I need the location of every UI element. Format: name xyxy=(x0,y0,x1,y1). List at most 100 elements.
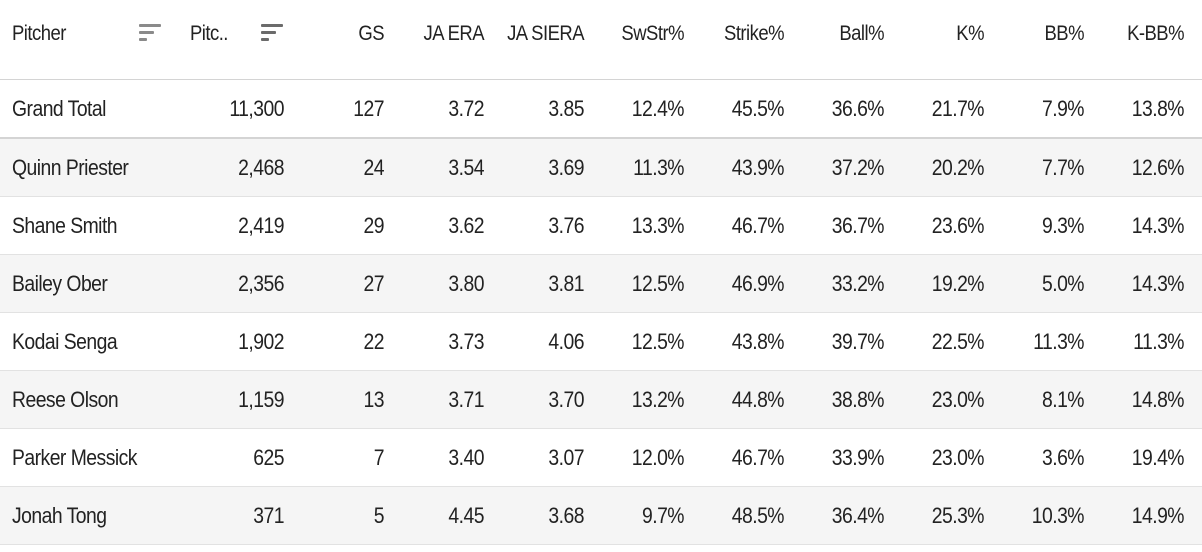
table-row[interactable]: Quinn Priester 2,468 24 3.54 3.69 11.3% … xyxy=(0,139,1202,197)
cell-ja-era: 3.72 xyxy=(448,95,484,121)
cell-ja-siera: 4.06 xyxy=(548,328,584,354)
cell-bb: 5.0% xyxy=(1041,270,1085,296)
cell-ball: 39.7% xyxy=(831,328,885,354)
header-pitcher[interactable]: Pitcher xyxy=(12,22,66,45)
cell-gs: 127 xyxy=(353,95,384,121)
cell-strike: 46.9% xyxy=(731,270,785,296)
cell-bb: 10.3% xyxy=(1031,502,1085,528)
cell-ja-siera: 3.85 xyxy=(548,95,584,121)
table-header-row: Pitcher Pitc.. GS JA ERA JA SIERA SwStr%… xyxy=(0,0,1202,80)
cell-swstr: 12.5% xyxy=(631,270,685,296)
cell-ball: 37.2% xyxy=(831,154,885,180)
cell-gs: 22 xyxy=(363,328,385,354)
cell-ja-era: 3.71 xyxy=(448,386,484,412)
cell-bb: 3.6% xyxy=(1041,444,1085,470)
cell-bb: 11.3% xyxy=(1033,328,1084,354)
cell-k: 22.5% xyxy=(931,328,985,354)
cell-swstr: 9.7% xyxy=(641,502,685,528)
cell-pitches: 2,419 xyxy=(238,212,284,238)
cell-ball: 33.2% xyxy=(831,270,885,296)
cell-k-bb: 14.9% xyxy=(1131,502,1185,528)
sort-descending-icon[interactable] xyxy=(261,24,283,42)
header-k[interactable]: K% xyxy=(956,22,984,45)
cell-pitcher: Jonah Tong xyxy=(12,502,107,528)
table-row[interactable]: Bailey Ober 2,356 27 3.80 3.81 12.5% 46.… xyxy=(0,255,1202,313)
cell-bb: 9.3% xyxy=(1041,212,1085,238)
table-row-grand-total[interactable]: Grand Total 11,300 127 3.72 3.85 12.4% 4… xyxy=(0,80,1202,139)
cell-pitches: 11,300 xyxy=(229,95,284,121)
cell-swstr: 12.5% xyxy=(631,328,685,354)
cell-k: 19.2% xyxy=(931,270,985,296)
cell-swstr: 13.2% xyxy=(631,386,685,412)
header-ja-siera[interactable]: JA SIERA xyxy=(507,22,584,45)
cell-ja-siera: 3.69 xyxy=(548,154,584,180)
sort-icon[interactable] xyxy=(139,24,161,42)
cell-swstr: 13.3% xyxy=(631,212,685,238)
cell-ball: 33.9% xyxy=(831,444,885,470)
cell-k-bb: 14.3% xyxy=(1131,212,1185,238)
cell-strike: 48.5% xyxy=(731,502,785,528)
cell-k: 25.3% xyxy=(931,502,985,528)
cell-ja-siera: 3.68 xyxy=(548,502,584,528)
cell-k-bb: 12.6% xyxy=(1131,154,1185,180)
cell-ball: 38.8% xyxy=(831,386,885,412)
cell-ja-era: 3.54 xyxy=(448,154,484,180)
header-ball[interactable]: Ball% xyxy=(839,22,884,45)
cell-pitcher: Kodai Senga xyxy=(12,328,118,354)
header-bb[interactable]: BB% xyxy=(1044,22,1084,45)
cell-gs: 5 xyxy=(373,502,385,528)
cell-ja-era: 3.80 xyxy=(448,270,484,296)
cell-gs: 7 xyxy=(373,444,385,470)
cell-pitcher: Bailey Ober xyxy=(12,270,108,296)
cell-gs: 29 xyxy=(363,212,385,238)
cell-strike: 46.7% xyxy=(731,444,785,470)
cell-strike: 44.8% xyxy=(731,386,785,412)
table-row[interactable]: Kodai Senga 1,902 22 3.73 4.06 12.5% 43.… xyxy=(0,313,1202,371)
cell-pitches: 2,468 xyxy=(238,154,284,180)
cell-k: 23.0% xyxy=(931,386,985,412)
cell-pitcher: Shane Smith xyxy=(12,212,118,238)
header-k-bb[interactable]: K-BB% xyxy=(1127,22,1184,45)
cell-k-bb: 11.3% xyxy=(1133,328,1184,354)
cell-strike: 43.8% xyxy=(731,328,785,354)
cell-pitcher: Quinn Priester xyxy=(12,154,129,180)
cell-gs: 13 xyxy=(363,386,385,412)
cell-strike: 46.7% xyxy=(731,212,785,238)
cell-ball: 36.6% xyxy=(831,95,885,121)
cell-gs: 24 xyxy=(363,154,385,180)
cell-bb: 7.9% xyxy=(1041,95,1085,121)
cell-ja-siera: 3.76 xyxy=(548,212,584,238)
cell-ja-era: 3.73 xyxy=(448,328,484,354)
cell-pitches: 2,356 xyxy=(238,270,284,296)
header-pitches[interactable]: Pitc.. xyxy=(190,22,228,45)
cell-pitcher: Reese Olson xyxy=(12,386,119,412)
cell-bb: 8.1% xyxy=(1041,386,1085,412)
table-row[interactable]: Jonah Tong 371 5 4.45 3.68 9.7% 48.5% 36… xyxy=(0,487,1202,545)
table-row[interactable]: Parker Messick 625 7 3.40 3.07 12.0% 46.… xyxy=(0,429,1202,487)
cell-swstr: 11.3% xyxy=(633,154,684,180)
header-strike[interactable]: Strike% xyxy=(724,22,785,45)
cell-ball: 36.7% xyxy=(831,212,885,238)
cell-k: 20.2% xyxy=(931,154,985,180)
cell-strike: 43.9% xyxy=(731,154,785,180)
header-ja-era[interactable]: JA ERA xyxy=(423,22,484,45)
cell-k-bb: 14.3% xyxy=(1131,270,1185,296)
header-gs[interactable]: GS xyxy=(358,22,384,45)
cell-ja-siera: 3.81 xyxy=(548,270,584,296)
cell-pitches: 1,159 xyxy=(238,386,284,412)
cell-pitcher: Parker Messick xyxy=(12,444,137,470)
cell-k: 23.6% xyxy=(931,212,985,238)
cell-pitches: 371 xyxy=(253,502,284,528)
table-row[interactable]: Reese Olson 1,159 13 3.71 3.70 13.2% 44.… xyxy=(0,371,1202,429)
cell-k: 23.0% xyxy=(931,444,985,470)
cell-pitches: 625 xyxy=(253,444,284,470)
table-row[interactable]: Shane Smith 2,419 29 3.62 3.76 13.3% 46.… xyxy=(0,197,1202,255)
cell-pitches: 1,902 xyxy=(238,328,284,354)
cell-ja-siera: 3.07 xyxy=(548,444,584,470)
header-swstr[interactable]: SwStr% xyxy=(621,22,684,45)
cell-ja-era: 3.40 xyxy=(448,444,484,470)
cell-gs: 27 xyxy=(363,270,385,296)
cell-swstr: 12.0% xyxy=(631,444,685,470)
cell-bb: 7.7% xyxy=(1041,154,1085,180)
